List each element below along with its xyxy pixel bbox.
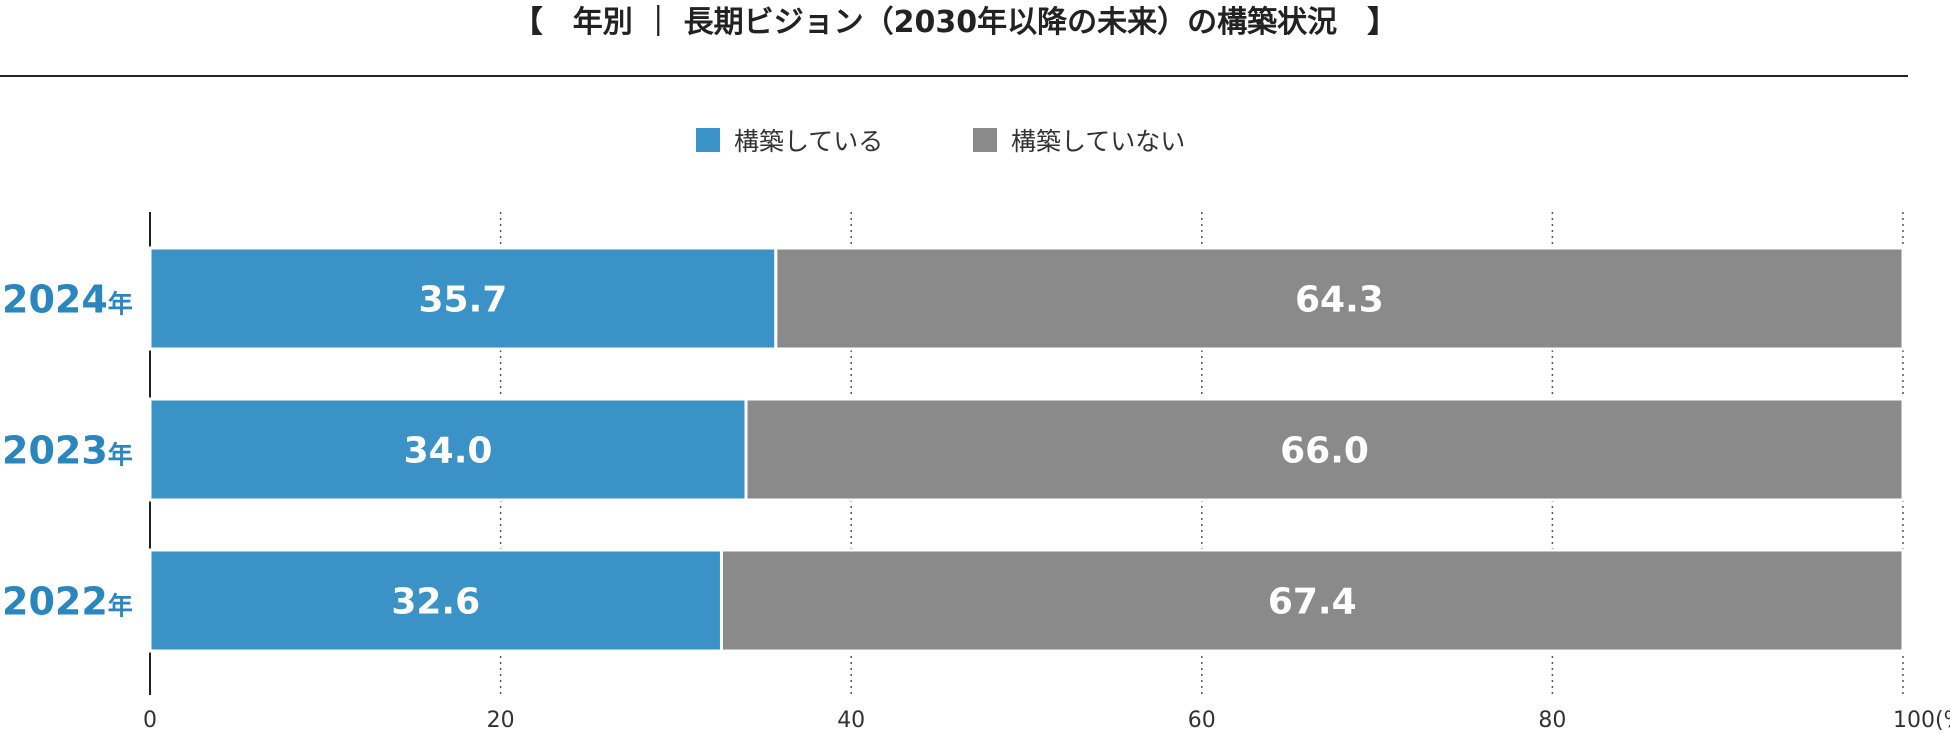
legend-label-1: 構築していない: [1011, 127, 1185, 156]
x-tick-label-0: 0: [143, 708, 157, 733]
bar-2-0: [148, 548, 723, 653]
bar-value-label-0-1: 64.3: [1295, 280, 1384, 321]
category-label-0: 2024年: [2, 278, 133, 322]
bars: 35.7 64.3 34.0 66.0 32.6 67.4: [148, 246, 1905, 653]
bar-1-1: [744, 397, 1905, 502]
legend: 構築している 構築していない: [696, 127, 1185, 156]
x-tick-label-1: 20: [487, 708, 515, 733]
category-label-2: 2022年: [2, 580, 133, 624]
bar-value-label-2-0: 32.6: [391, 582, 480, 623]
bar-value-label-0-0: 35.7: [418, 280, 507, 321]
category-label-1: 2023年: [2, 429, 133, 473]
x-tick-label-5: 100(%): [1893, 708, 1950, 733]
x-tick-label-3: 60: [1188, 708, 1216, 733]
legend-label-0: 構築している: [734, 127, 883, 156]
x-axis: 0 20 40 60 80 100(%): [143, 708, 1950, 733]
x-tick-label-4: 80: [1538, 708, 1566, 733]
x-tick-label-2: 40: [837, 708, 865, 733]
bar-0-1: [774, 246, 1905, 351]
chart-title: 【 年別 ｜ 長期ビジョン（2030年以降の未来）の構築状況 】: [513, 5, 1397, 40]
bar-value-label-1-1: 66.0: [1280, 431, 1369, 472]
bar-2-1: [719, 548, 1905, 653]
bar-0-0: [148, 246, 778, 351]
bar-value-label-2-1: 67.4: [1268, 582, 1357, 623]
bar-value-label-1-0: 34.0: [404, 431, 493, 472]
category-labels: 2024年 2023年 2022年: [2, 278, 133, 624]
legend-swatch-0: [696, 128, 720, 152]
legend-swatch-1: [973, 128, 997, 152]
